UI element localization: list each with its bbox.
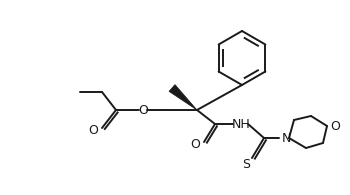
Polygon shape bbox=[169, 85, 197, 110]
Text: N: N bbox=[281, 131, 291, 144]
Text: O: O bbox=[330, 120, 340, 132]
Text: S: S bbox=[242, 159, 250, 171]
Text: O: O bbox=[190, 137, 200, 151]
Text: O: O bbox=[138, 104, 148, 116]
Text: O: O bbox=[88, 123, 98, 136]
Text: NH: NH bbox=[232, 118, 250, 130]
